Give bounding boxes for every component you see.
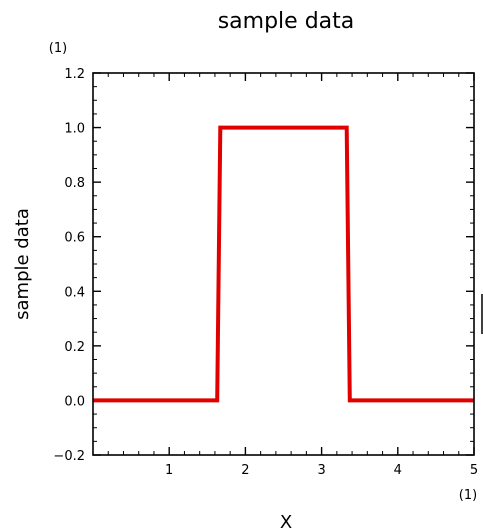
y-tick-label: 0.8 bbox=[64, 176, 85, 191]
x-unit-label: (1) bbox=[459, 488, 477, 503]
x-tick-label: 4 bbox=[394, 463, 402, 478]
series-line bbox=[93, 125, 474, 403]
chart-title: sample data bbox=[218, 9, 355, 34]
y-axis-label: sample data bbox=[12, 208, 33, 320]
series-layer bbox=[93, 125, 474, 403]
y-tick-label: 0.0 bbox=[64, 394, 85, 409]
x-tick-label: 2 bbox=[241, 463, 249, 478]
x-tick-label: 5 bbox=[470, 463, 478, 478]
y-tick-label: 0.4 bbox=[64, 285, 85, 300]
y-tick-label: 0.6 bbox=[64, 231, 85, 246]
y-tick-label: −0.2 bbox=[53, 449, 85, 464]
x-axis-label: X bbox=[280, 512, 292, 531]
x-tick-label: 3 bbox=[317, 463, 325, 478]
y-tick-label: 1.2 bbox=[64, 67, 85, 82]
plot-frame bbox=[92, 72, 475, 456]
y-tick-label: 0.2 bbox=[64, 340, 85, 355]
x-tick-label: 1 bbox=[165, 463, 173, 478]
y-unit-label: (1) bbox=[49, 41, 67, 56]
y-tick-label: 1.0 bbox=[64, 122, 85, 137]
